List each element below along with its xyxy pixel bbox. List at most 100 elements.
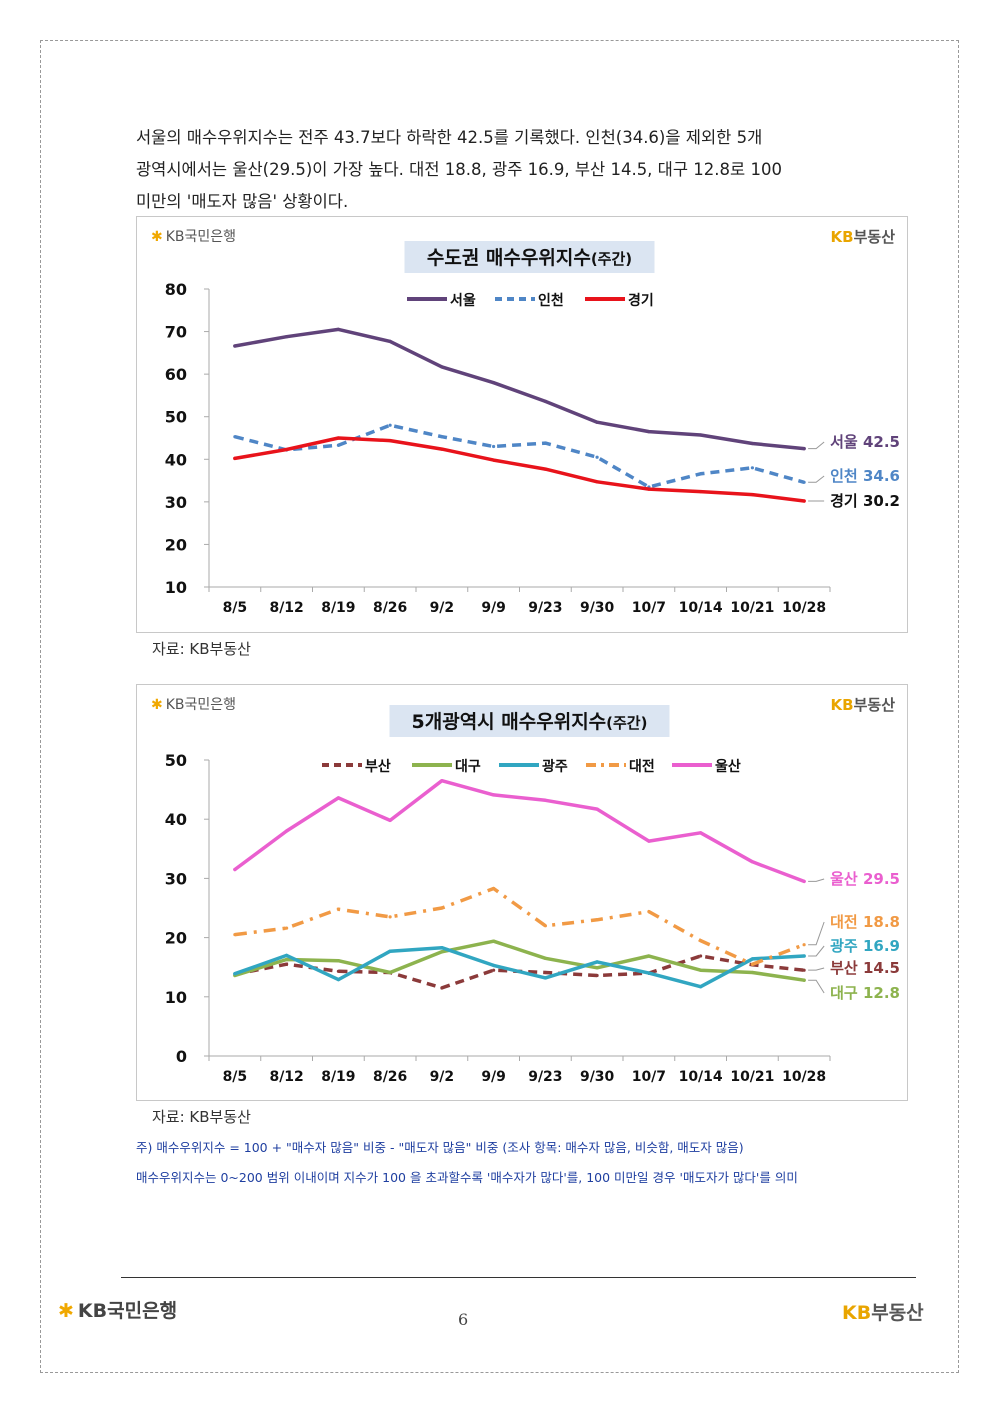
x-tick-label: 10/7 [632,1069,666,1085]
page-number: 6 [458,1310,469,1329]
data-point-seoul [750,441,755,446]
data-point-ulsan [750,860,755,864]
data-point-gwangju [802,954,806,958]
y-tick-label: 20 [165,535,187,554]
data-point-daegu [492,939,496,943]
intro-line-3: 미만의 '매도자 많음' 상황이다. [136,192,349,211]
data-point-daejeon [543,924,547,928]
footer-kb-bank-text: KB국민은행 [77,1300,178,1322]
data-point-gwangju [543,976,547,980]
data-point-daejeon [802,943,806,947]
series-line-ulsan [233,778,806,884]
data-point-seoul [595,420,599,424]
source-label-2: 자료: KB부동산 [152,1108,251,1126]
chart-title-background [404,241,655,273]
data-point-gyeonggi [233,456,237,460]
data-point-gwangju [492,963,496,967]
data-point-busan [802,968,806,972]
series-line-daegu [233,939,806,982]
metro-cities-chart: ✱ KB국민은행 KB부동산 5개광역시 매수우위지수(주간) 0 10 20 30 40 50 8… [136,684,908,1101]
legend-label-incheon: 인천 [538,292,564,309]
data-point-ulsan [699,831,703,835]
data-point-daegu [647,954,651,958]
data-point-gyeonggi [492,458,496,462]
y-tick-label: 10 [165,988,187,1007]
kb-bank-logo: ✱ KB국민은행 [151,229,236,245]
data-point-seoul [802,447,806,451]
end-label-daejeon: 대전 18.8 [830,913,900,931]
data-point-daejeon [647,910,651,914]
data-point-daegu [543,956,547,960]
data-point-daejeon [285,926,289,930]
x-tick-label: 9/2 [430,1069,455,1085]
chart-title-suffix: (주간) [591,250,632,268]
data-point-seoul [492,381,496,385]
data-point-seoul [336,327,340,331]
data-point-gyeonggi [595,480,599,484]
end-label-leader-daejeon [808,921,825,946]
data-point-ulsan [595,807,599,811]
data-point-busan [440,986,444,990]
data-point-gwangju [750,957,755,961]
y-tick-label: 50 [165,751,187,770]
chart-title-background [389,705,670,737]
legend-label-gwangju: 광주 [542,758,568,775]
intro-line-1: 서울의 매수우위지수는 전주 43.7보다 하락한 42.5를 기록했다. 인천… [136,128,763,147]
kb-bank-logo: ✱ KB국민은행 [151,697,236,713]
data-point-busan [543,970,547,975]
data-point-daejeon [595,918,599,922]
data-point-daejeon [388,915,392,919]
data-point-seoul [285,335,289,339]
data-point-gyeonggi [699,490,703,494]
end-label-leader-busan [808,967,825,971]
data-point-incheon [802,480,806,484]
data-point-busan [492,968,496,972]
kb-bank-logo-text: KB국민은행 [166,229,236,245]
data-point-busan [336,969,340,973]
y-tick-label: 20 [165,929,187,948]
footer-divider [121,1277,916,1278]
data-point-ulsan [440,779,444,783]
y-tick-label: 40 [165,810,187,829]
data-point-daegu [750,970,755,975]
chart-title: 수도권 매수우위지수(주간) [427,247,632,269]
data-point-gyeonggi [750,493,755,497]
data-point-seoul [699,433,703,437]
end-label-leader-ulsan [808,878,825,882]
data-point-daejeon [336,907,340,911]
footer-kb-prefix: KB [842,1302,872,1324]
y-tick-label: 30 [165,493,187,512]
data-point-daegu [595,966,599,970]
legend-label-ulsan: 울산 [715,758,741,775]
x-tick-label: 10/14 [679,600,723,616]
footer-realestate-text: 부동산 [871,1302,924,1324]
data-point-daejeon [699,939,703,943]
data-point-daejeon [440,906,444,910]
data-point-gyeonggi [336,436,340,440]
footnote-range: 매수우위지수는 0~200 범위 이내이며 지수가 100 을 초과할수록 '매… [136,1170,798,1185]
y-tick-label: 10 [165,578,187,597]
data-point-ulsan [647,839,651,843]
legend-label-busan: 부산 [365,758,391,775]
data-point-busan [595,973,599,978]
x-tick-label: 8/12 [269,1069,303,1085]
end-label-leader-gwangju [808,945,825,957]
y-tick-label: 0 [176,1047,187,1066]
x-tick-label: 9/30 [580,600,615,616]
data-point-gwangju [699,985,703,989]
data-point-ulsan [492,793,496,797]
x-tick-label: 9/9 [481,600,506,616]
data-point-ulsan [388,818,392,822]
x-tick-label: 8/19 [321,1069,355,1085]
data-point-gyeonggi [543,467,547,471]
x-tick-label: 8/26 [373,600,407,616]
data-point-ulsan [802,879,806,883]
data-point-incheon [233,435,237,439]
data-point-seoul [440,365,444,369]
y-tick-label: 60 [165,365,187,384]
data-point-daejeon [492,886,496,891]
legend-label-gyeonggi: 경기 [628,292,654,309]
data-point-incheon [595,455,599,459]
data-point-incheon [492,444,496,449]
